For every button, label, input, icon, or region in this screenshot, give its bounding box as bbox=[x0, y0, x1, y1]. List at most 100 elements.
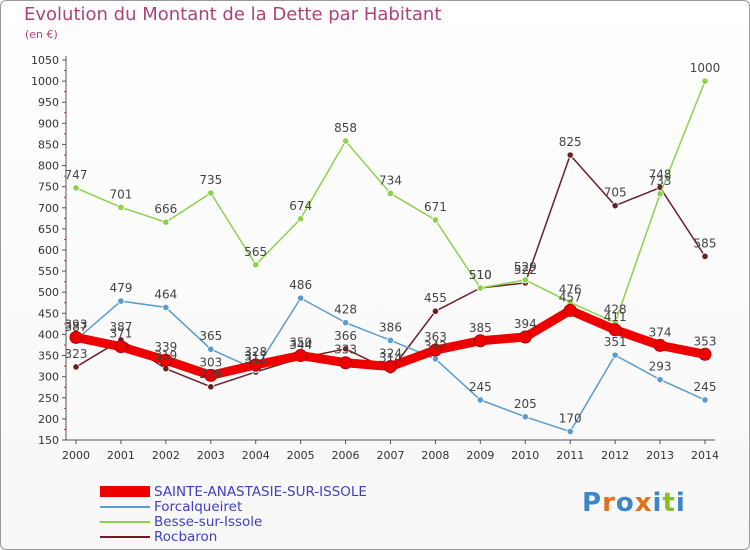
y-tick-label: 550 bbox=[38, 265, 59, 278]
data-label: 324 bbox=[379, 347, 402, 361]
logo-letter: o bbox=[615, 488, 635, 518]
y-tick-label: 1000 bbox=[31, 75, 59, 88]
data-label: 747 bbox=[65, 168, 88, 182]
legend-item-rocbaron[interactable]: Rocbaron bbox=[100, 529, 367, 544]
y-tick-label: 200 bbox=[38, 413, 59, 426]
logo-letter: t bbox=[662, 488, 676, 518]
data-label: 748 bbox=[649, 168, 672, 182]
x-tick-label: 2010 bbox=[511, 449, 539, 462]
data-point bbox=[521, 413, 529, 421]
y-tick-label: 1050 bbox=[31, 54, 59, 67]
y-tick-label: 250 bbox=[38, 392, 59, 405]
data-label: 522 bbox=[514, 263, 537, 277]
x-tick-label: 2012 bbox=[601, 449, 629, 462]
data-label: 428 bbox=[604, 303, 627, 317]
data-label: 666 bbox=[154, 202, 177, 216]
data-label: 705 bbox=[604, 186, 627, 200]
data-point bbox=[249, 358, 263, 372]
y-tick-label: 700 bbox=[38, 202, 59, 215]
legend-item-forcalqueiret[interactable]: Forcalqueiret bbox=[100, 499, 367, 514]
y-tick-label: 650 bbox=[38, 223, 59, 236]
data-point bbox=[162, 303, 170, 312]
data-label: 476 bbox=[559, 282, 582, 296]
data-label: 858 bbox=[334, 121, 357, 135]
data-label: 353 bbox=[694, 334, 717, 348]
legend-label: Besse-sur-Issole bbox=[154, 513, 263, 530]
legend-swatch bbox=[100, 486, 150, 497]
data-label: 510 bbox=[469, 268, 492, 282]
data-label: 311 bbox=[244, 352, 267, 366]
data-point bbox=[207, 345, 215, 353]
data-label: 825 bbox=[559, 135, 582, 149]
data-point bbox=[521, 276, 529, 284]
data-label: 735 bbox=[199, 173, 222, 187]
data-label: 344 bbox=[289, 338, 312, 352]
data-point bbox=[386, 336, 395, 344]
data-point bbox=[339, 356, 353, 370]
logo-letter: x bbox=[634, 488, 653, 518]
y-tick-label: 950 bbox=[38, 96, 59, 109]
data-label: 293 bbox=[649, 360, 672, 374]
data-point bbox=[698, 347, 712, 361]
y-tick-label: 900 bbox=[38, 117, 59, 130]
logo-letter: P bbox=[582, 488, 603, 518]
data-point bbox=[476, 396, 484, 404]
x-tick-label: 2006 bbox=[332, 449, 360, 462]
series-forcalqueiret bbox=[72, 294, 709, 436]
data-point bbox=[252, 261, 260, 269]
data-point bbox=[656, 376, 664, 384]
x-tick-label: 2011 bbox=[556, 449, 584, 462]
data-point bbox=[386, 189, 395, 198]
data-label: 170 bbox=[559, 412, 582, 426]
data-label: 245 bbox=[694, 380, 717, 394]
data-label: 323 bbox=[65, 347, 88, 361]
data-point bbox=[431, 355, 440, 363]
data-point bbox=[207, 189, 215, 197]
data-point bbox=[653, 338, 667, 352]
y-tick-label: 450 bbox=[38, 307, 59, 320]
data-label: 319 bbox=[154, 349, 177, 363]
data-label: 371 bbox=[109, 327, 132, 341]
y-tick-label: 750 bbox=[38, 181, 59, 194]
x-tick-label: 2001 bbox=[107, 449, 135, 462]
x-tick-label: 2008 bbox=[421, 449, 449, 462]
data-point bbox=[431, 307, 440, 315]
data-label: 303 bbox=[199, 355, 222, 369]
data-label: 393 bbox=[65, 317, 88, 331]
x-tick-label: 2004 bbox=[242, 449, 270, 462]
data-label: 314 bbox=[379, 351, 402, 365]
data-point bbox=[476, 284, 484, 292]
logo-letter: r bbox=[602, 488, 616, 518]
data-label: 386 bbox=[379, 320, 402, 334]
x-tick-label: 2003 bbox=[197, 449, 225, 462]
legend-swatch bbox=[100, 535, 150, 538]
data-label: 333 bbox=[334, 343, 357, 357]
y-tick-label: 600 bbox=[38, 244, 59, 257]
data-point bbox=[701, 252, 709, 260]
data-point bbox=[341, 345, 350, 353]
data-label: 733 bbox=[649, 174, 672, 188]
data-point bbox=[297, 294, 305, 302]
data-point bbox=[162, 218, 170, 226]
data-label: 339 bbox=[154, 340, 177, 354]
x-tick-label: 2007 bbox=[377, 449, 405, 462]
x-tick-label: 2009 bbox=[466, 449, 494, 462]
data-point bbox=[473, 334, 487, 348]
y-tick-label: 850 bbox=[38, 138, 59, 151]
data-label: 486 bbox=[289, 278, 312, 292]
data-point bbox=[207, 383, 215, 391]
chart-legend: SAINTE-ANASTASIE-SUR-ISSOLE Forcalqueire… bbox=[100, 484, 367, 544]
data-label: 457 bbox=[559, 290, 582, 304]
legend-item-sainte-anastasie[interactable]: SAINTE-ANASTASIE-SUR-ISSOLE bbox=[100, 484, 367, 499]
y-tick-label: 150 bbox=[38, 434, 59, 447]
data-point bbox=[117, 203, 125, 211]
data-label: 351 bbox=[604, 335, 627, 349]
legend-item-besse-sur-issole[interactable]: Besse-sur-Issole bbox=[100, 514, 367, 529]
data-point bbox=[701, 77, 709, 85]
x-tick-label: 2014 bbox=[691, 449, 719, 462]
legend-label: Rocbaron bbox=[154, 528, 218, 545]
data-point bbox=[294, 349, 308, 363]
data-label: 394 bbox=[514, 317, 537, 331]
data-point bbox=[611, 351, 619, 359]
